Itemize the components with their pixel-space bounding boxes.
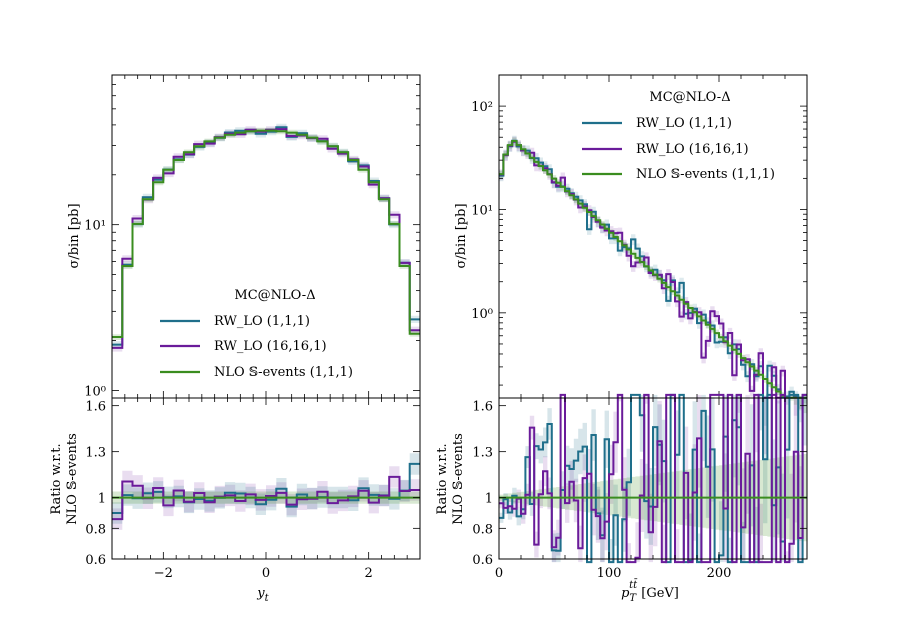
right-main-ylabel: σ/bin [pb]	[454, 203, 469, 268]
right-ratio-ylabel-line1: Ratio w.r.t.	[435, 443, 450, 514]
left-ratio-panel: 0.6 0.8 1 1.3 1.6 −2 0 2	[85, 398, 421, 581]
right-xlabel-p: p	[621, 586, 630, 601]
left-legend-label-3: NLO 𝕊-events (1,1,1)	[214, 365, 353, 380]
left-main-line-green	[112, 129, 420, 338]
left-legend: MC@NLO-Δ RW_LO (1,1,1) RW_LO (16,16,1) N…	[160, 288, 353, 380]
left-xlabel-sub: t	[265, 593, 270, 604]
right-ratio-ytick-label: 1.6	[472, 400, 493, 415]
left-main-band-green	[112, 127, 420, 340]
right-xlabel-sub: T	[629, 593, 637, 604]
right-main-ytick-label: 10¹	[471, 203, 493, 218]
right-ratio-ylabel-line2: NLO 𝕊-events	[451, 433, 466, 525]
left-legend-label-1: RW_LO (1,1,1)	[214, 314, 310, 329]
left-ratio-ytick-label: 1.6	[85, 400, 106, 415]
right-ratio-xtick-label: 0	[495, 566, 503, 581]
right-main-panel: 10⁰ 10¹ 10²	[471, 74, 808, 455]
left-main-panel: 10⁰ 10¹	[84, 75, 421, 399]
right-xlabel-sup: tt̄	[629, 579, 638, 591]
right-main-line-green	[499, 140, 807, 399]
right-legend: MC@NLO-Δ RW_LO (1,1,1) RW_LO (16,16,1) N…	[582, 90, 775, 182]
left-legend-label-2: RW_LO (16,16,1)	[214, 339, 327, 354]
right-ratio-ytick-label: 1	[485, 492, 493, 507]
right-main-ytick-label: 10²	[471, 100, 493, 115]
left-ratio-ylabel-line2: NLO 𝕊-events	[65, 433, 80, 525]
left-ratio-xtick-label: 0	[262, 566, 270, 581]
right-ratio-xtick-label: 100	[597, 566, 622, 581]
right-main-ytick-label: 10⁰	[471, 307, 493, 322]
right-ratio-xtick-label: 200	[707, 566, 732, 581]
left-xlabel-main: y	[256, 586, 265, 601]
right-xlabel: pTtt̄ [GeV]	[621, 579, 679, 604]
right-ratio-ytick-label: 0.6	[472, 553, 493, 568]
left-main-line-blue	[112, 126, 420, 346]
right-ratio-ytick-label: 1.3	[472, 446, 493, 461]
right-ratio-ytick-label: 0.8	[472, 522, 493, 537]
left-ratio-xtick-label: −2	[154, 566, 173, 581]
left-ratio-band-blue	[112, 453, 420, 524]
left-ratio-ytick-label: 1.3	[85, 446, 106, 461]
right-legend-label-2: RW_LO (16,16,1)	[636, 142, 749, 157]
right-ratio-frame	[498, 397, 808, 560]
right-ratio-panel: 0.6 0.8 1 1.3 1.6 0 100 200	[472, 393, 808, 581]
left-ratio-ylabel-line1: Ratio w.r.t.	[49, 443, 64, 514]
left-ratio-ytick-label: 0.8	[85, 522, 106, 537]
right-ratio-line-purple	[499, 393, 807, 564]
left-main-ytick-label: 10⁰	[84, 384, 106, 399]
left-main-ytick-label: 10¹	[84, 219, 106, 234]
right-legend-label-3: NLO 𝕊-events (1,1,1)	[636, 167, 775, 182]
left-xlabel: yt	[256, 586, 269, 604]
left-ratio-ytick-label: 0.6	[85, 553, 106, 568]
left-ratio-ytick-label: 1	[98, 492, 106, 507]
left-ratio-xtick-label: 2	[365, 566, 373, 581]
left-main-ylabel: σ/bin [pb]	[67, 203, 82, 268]
left-ratio-frame	[111, 397, 421, 560]
right-legend-label-1: RW_LO (1,1,1)	[636, 116, 732, 131]
right-xlabel-unit: [GeV]	[637, 586, 679, 601]
right-legend-title: MC@NLO-Δ	[649, 90, 730, 105]
left-legend-title: MC@NLO-Δ	[234, 288, 315, 303]
